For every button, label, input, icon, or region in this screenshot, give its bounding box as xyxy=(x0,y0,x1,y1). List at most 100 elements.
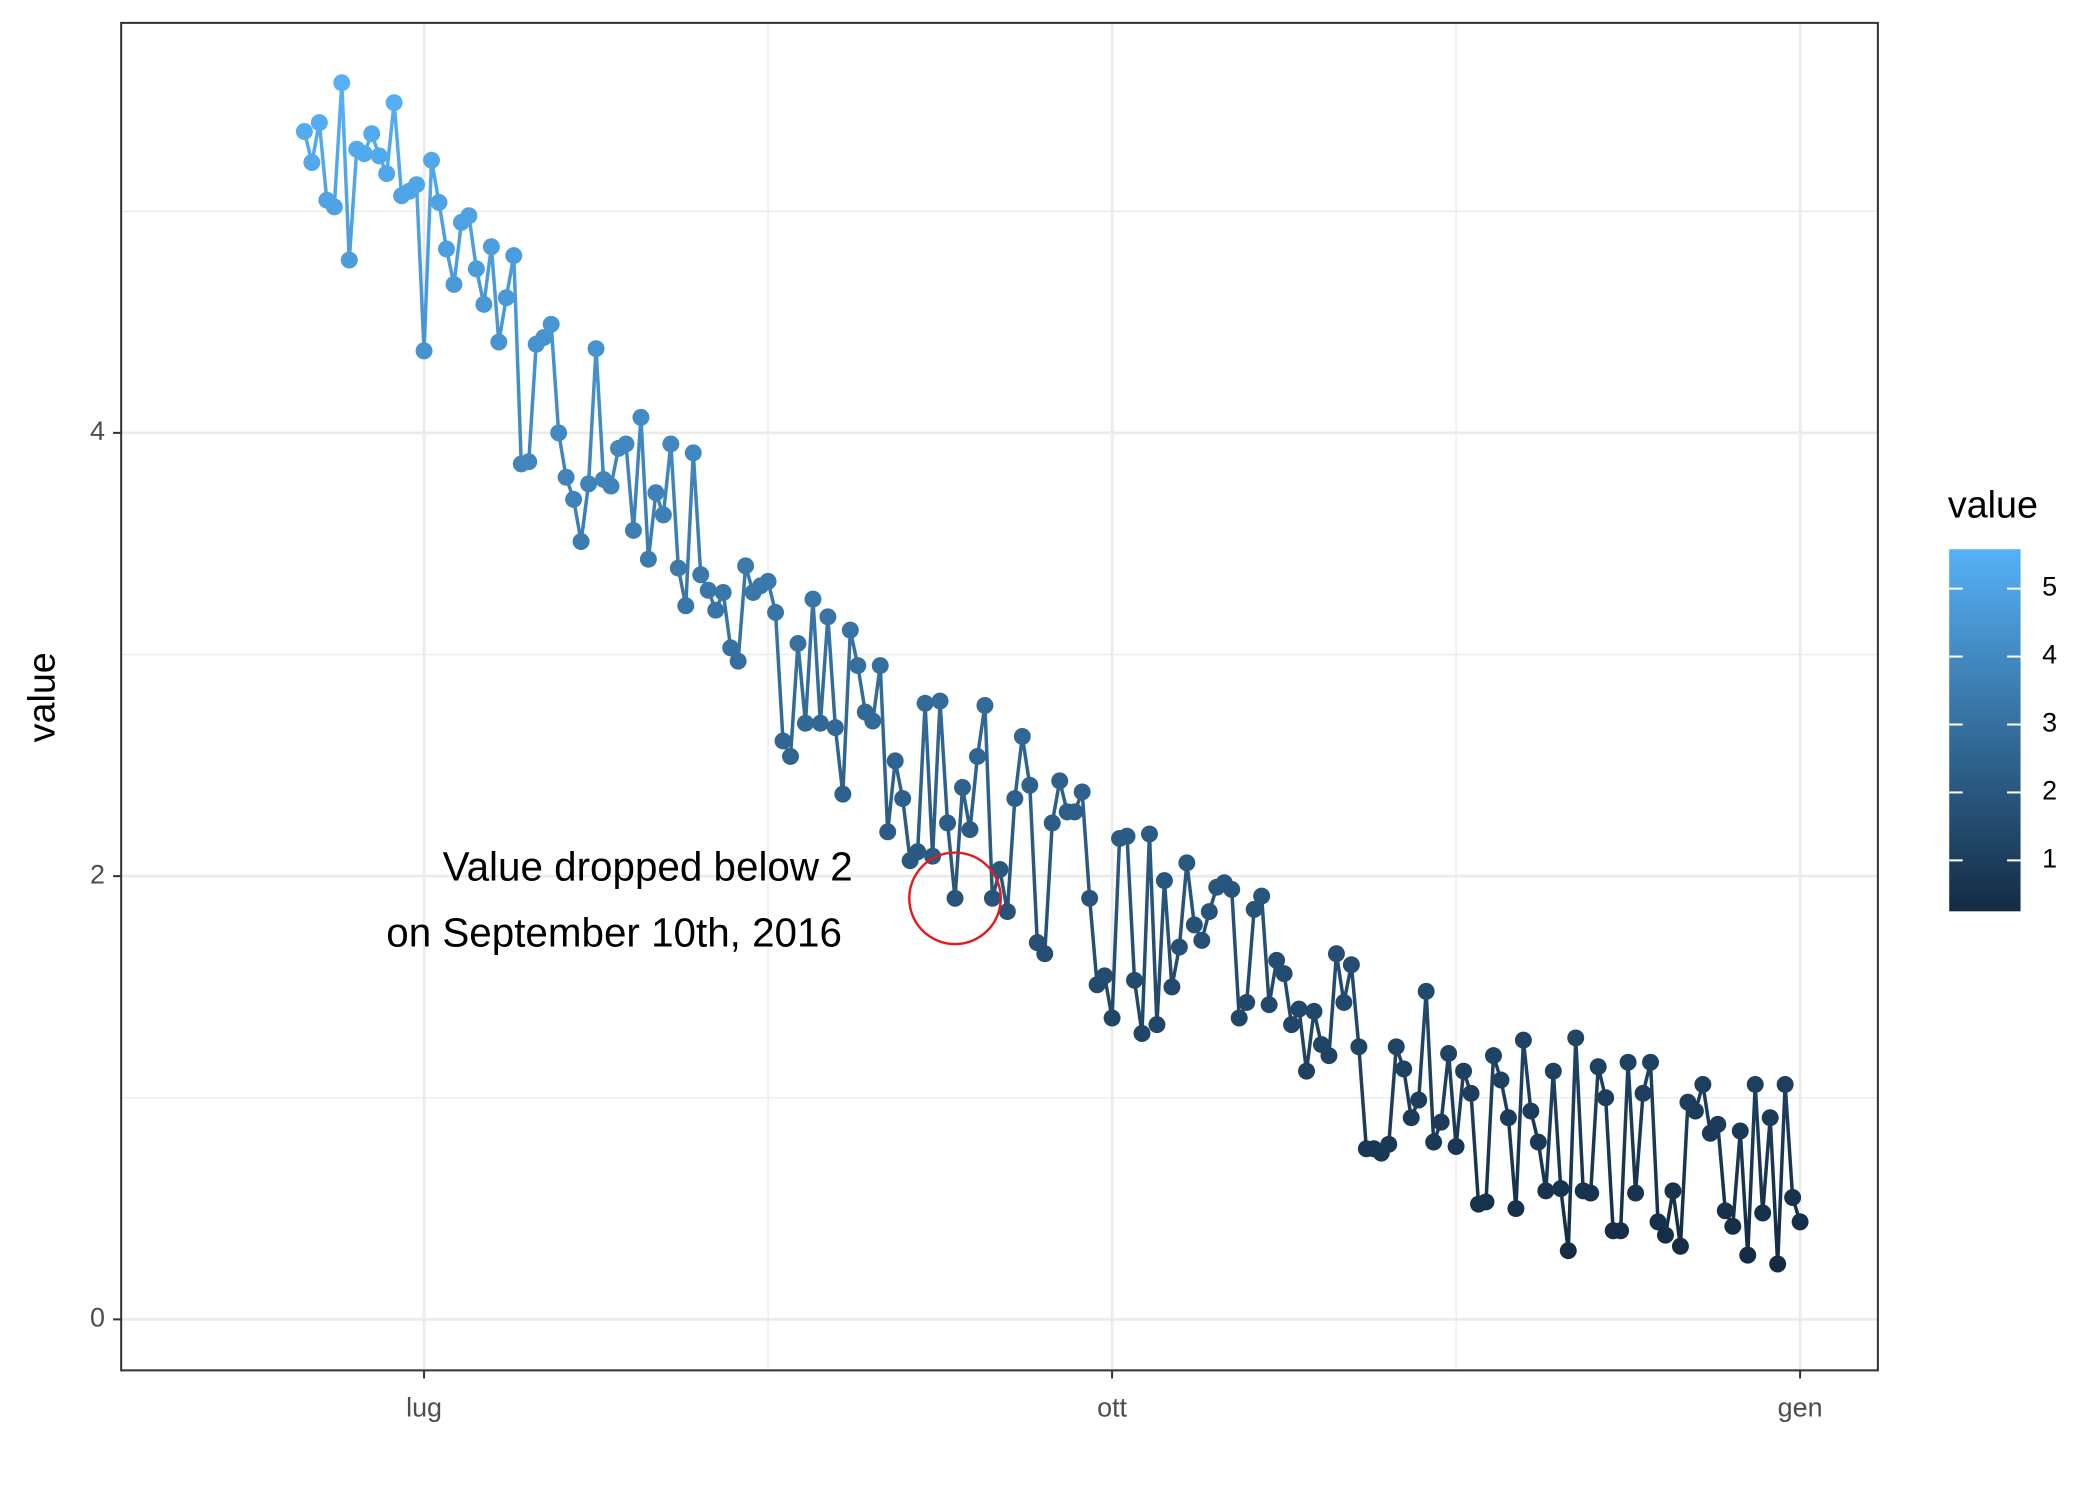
data-point xyxy=(1440,1044,1458,1062)
data-point xyxy=(340,251,358,269)
data-point xyxy=(1223,880,1241,898)
data-point xyxy=(789,634,807,652)
data-point xyxy=(333,74,351,92)
data-point xyxy=(639,550,657,568)
data-point xyxy=(1335,993,1353,1011)
data-point xyxy=(310,114,328,132)
data-point xyxy=(662,435,680,453)
colorbar xyxy=(1949,549,2021,912)
data-point xyxy=(998,903,1016,921)
data-point xyxy=(1081,889,1099,907)
x-tick-label: gen xyxy=(1778,1393,1823,1423)
data-point xyxy=(804,590,822,608)
legend-tick-label: 5 xyxy=(2042,572,2057,602)
data-point xyxy=(1582,1184,1600,1202)
data-point xyxy=(968,747,986,765)
annotation-circle xyxy=(908,851,1003,946)
data-point xyxy=(1402,1109,1420,1127)
data-point xyxy=(1387,1038,1405,1056)
data-point xyxy=(1739,1246,1757,1264)
data-point xyxy=(1619,1053,1637,1071)
data-point xyxy=(1477,1193,1495,1211)
data-point xyxy=(961,821,979,839)
data-point xyxy=(490,333,508,351)
data-point xyxy=(1036,945,1054,963)
data-point xyxy=(1298,1062,1315,1080)
data-point xyxy=(834,785,852,803)
data-point xyxy=(408,176,426,194)
data-point xyxy=(1178,854,1196,872)
data-point xyxy=(423,151,441,169)
x-tick-label: ott xyxy=(1097,1393,1127,1423)
data-point xyxy=(1118,827,1136,845)
data-point xyxy=(1649,1213,1667,1231)
data-point xyxy=(1634,1084,1652,1102)
data-point xyxy=(1761,1109,1779,1127)
data-point xyxy=(1096,967,1114,985)
data-point xyxy=(939,814,957,832)
data-point xyxy=(1103,1009,1121,1027)
data-point xyxy=(894,790,912,808)
data-point xyxy=(1230,1009,1248,1027)
panel-border xyxy=(120,21,1879,1372)
data-point xyxy=(983,889,1001,907)
data-point xyxy=(864,712,882,730)
data-point xyxy=(722,639,740,657)
annotation-text: Value dropped below 2 xyxy=(443,844,853,890)
data-point xyxy=(811,714,829,732)
data-point xyxy=(1657,1226,1674,1244)
data-point xyxy=(587,340,605,358)
data-point xyxy=(550,424,568,442)
data-point xyxy=(1686,1102,1704,1120)
data-point xyxy=(1499,1109,1517,1127)
data-point xyxy=(1290,1000,1308,1018)
data-point xyxy=(385,94,403,112)
data-point xyxy=(991,861,1009,878)
data-point xyxy=(1537,1182,1555,1200)
data-point xyxy=(729,652,747,670)
data-point xyxy=(1671,1237,1689,1255)
data-point xyxy=(1380,1135,1398,1153)
data-point xyxy=(520,453,538,471)
data-point xyxy=(1776,1075,1794,1093)
data-point xyxy=(1260,996,1278,1014)
y-tick-label: 2 xyxy=(90,859,105,889)
data-point xyxy=(909,843,927,861)
data-point xyxy=(1709,1115,1727,1133)
data-point xyxy=(1021,776,1039,794)
data-point xyxy=(1342,956,1360,974)
y-tick-label: 4 xyxy=(90,416,105,446)
legend-tick-label: 2 xyxy=(2042,776,2057,806)
data-point xyxy=(1544,1062,1562,1080)
data-point xyxy=(879,823,897,841)
data-point xyxy=(378,165,396,183)
data-point xyxy=(886,752,904,770)
x-tick-label: lug xyxy=(406,1393,442,1423)
data-point xyxy=(1642,1053,1660,1071)
data-point xyxy=(1552,1180,1570,1198)
data-point xyxy=(654,506,672,524)
legend-title: value xyxy=(1948,483,2038,525)
data-point xyxy=(1200,903,1218,921)
data-point xyxy=(1507,1200,1525,1218)
data-point xyxy=(497,289,515,307)
data-point xyxy=(677,597,695,615)
data-point xyxy=(445,275,463,293)
data-point xyxy=(1784,1189,1802,1206)
data-point xyxy=(1731,1122,1749,1140)
data-point xyxy=(1320,1047,1338,1065)
data-point xyxy=(1185,916,1203,934)
data-point xyxy=(1013,728,1031,745)
data-point xyxy=(415,342,433,360)
data-point xyxy=(1769,1255,1787,1273)
data-point xyxy=(1066,803,1084,821)
data-point xyxy=(1432,1113,1450,1131)
data-point xyxy=(1170,938,1188,956)
data-point xyxy=(1664,1182,1682,1200)
data-point xyxy=(669,559,687,577)
data-point xyxy=(1425,1133,1443,1151)
data-point xyxy=(714,583,732,601)
data-point xyxy=(1627,1184,1645,1202)
